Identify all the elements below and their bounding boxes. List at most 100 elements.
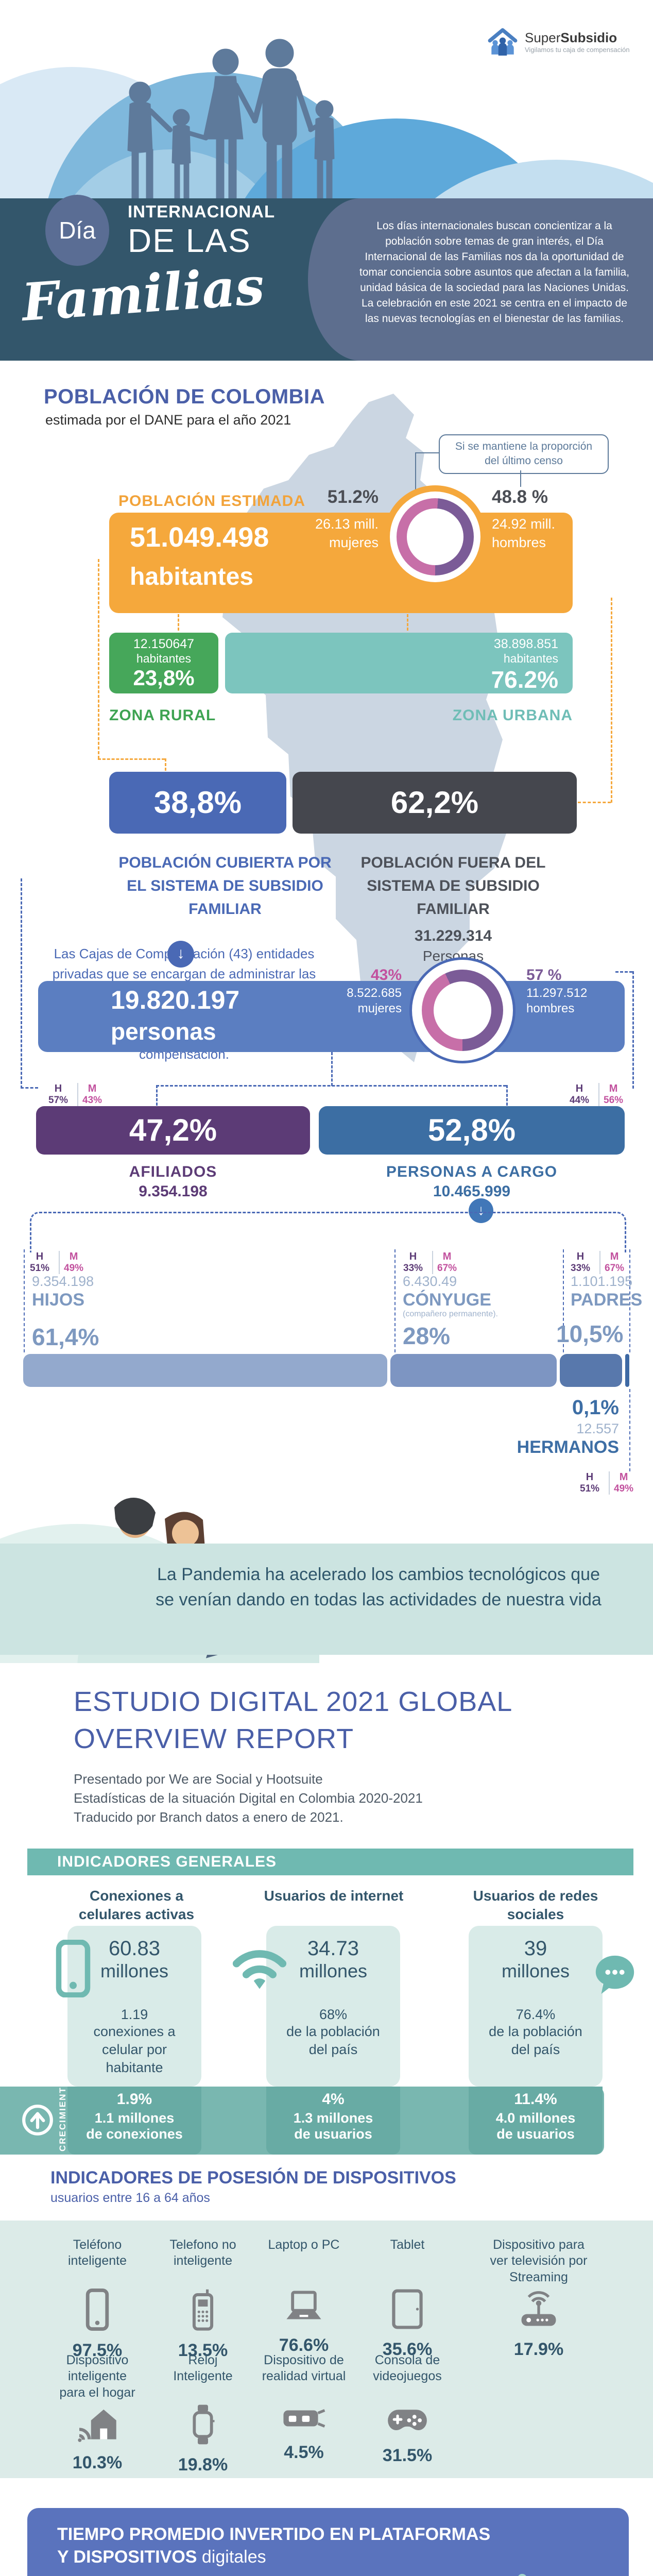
card3 <box>469 1926 603 2087</box>
dependents-stacked-bar <box>23 1354 629 1387</box>
device-game-console: Consola de videojuegos 31.5% <box>373 2353 442 2465</box>
smartphone-icon <box>56 1940 91 1997</box>
rural-value: 12.150647 <box>133 637 195 651</box>
mountains-family-illustration <box>0 39 653 202</box>
conyuge-sub: (compañero permanente). <box>403 1310 498 1318</box>
logo-house-people-icon <box>488 28 518 56</box>
hijos-value: 9.354.198 <box>32 1274 94 1289</box>
feature-phone-icon <box>192 2289 214 2331</box>
card2-title: Usuarios de internet <box>264 1888 404 1904</box>
padres-value: 1.101.195 <box>571 1274 633 1289</box>
estimated-box <box>109 513 573 613</box>
outside-box: 62,2% <box>293 772 577 834</box>
card2-value: 34.73 <box>307 1937 359 1960</box>
growth1-unit: de conexiones <box>86 2126 183 2142</box>
urban-unit: habitantes <box>503 652 558 665</box>
covered-total-box <box>38 981 625 1052</box>
covered-label: POBLACIÓN CUBIERTA POR EL SISTEMA DE SUB… <box>118 854 332 918</box>
census-callout: Si se mantiene la proporción del último … <box>439 434 609 474</box>
growth1-amount: 1.1 millones <box>94 2110 175 2126</box>
card1-unit: millones <box>100 1960 169 1981</box>
card1-detail-value: 1.19 <box>121 2007 148 2022</box>
growth-box-1: 1.9% 1.1 millones de conexiones <box>67 2087 201 2155</box>
gender-donut-population <box>384 485 487 588</box>
conyuge-label: CÓNYUGE <box>403 1290 491 1310</box>
afiliados-value: 9.354.198 <box>139 1183 208 1200</box>
dotted-line <box>615 971 632 973</box>
dotted-line <box>331 1052 333 1086</box>
study-title-line2: OVERVIEW REPORT <box>74 1723 354 1754</box>
bar-segment-conyuge <box>390 1354 557 1387</box>
estimated-unit: habitantes <box>130 563 254 590</box>
growth3-pct: 11.4% <box>514 2091 557 2108</box>
covered-men-pct: 57 % <box>526 967 562 984</box>
devices-subtitle: usuarios entre 16 a 64 años <box>50 2191 210 2205</box>
outside-label: POBLACIÓN FUERA DEL SISTEMA DE SUBSIDIO … <box>360 854 546 918</box>
hm-conyuge: H 33% M 67% <box>399 1251 461 1274</box>
dotted-separator <box>394 1249 396 1352</box>
family-silhouette <box>127 39 335 202</box>
card2 <box>266 1926 400 2087</box>
card2-unit: millones <box>299 1960 368 1981</box>
chat-icon <box>595 1955 634 1994</box>
smart-home-icon <box>78 2409 116 2442</box>
streaming-box-icon <box>521 2291 556 2326</box>
study-title-line1: ESTUDIO DIGITAL 2021 GLOBAL <box>74 1686 513 1717</box>
headphones-icon <box>270 2574 313 2576</box>
urban-value: 38.898.851 <box>493 637 558 651</box>
laptop-icon <box>286 2291 321 2319</box>
platforms-title1: TIEMPO PROMEDIO INVERTIDO EN PLATAFORMAS <box>57 2524 491 2544</box>
devices-title: INDICADORES DE POSESIÓN DE DISPOSITIVOS <box>50 2168 456 2188</box>
callout-connector-left <box>415 452 439 453</box>
hermanos-value: 12.557 <box>576 1421 619 1436</box>
card2-value-block: 34.73 millones 68% de la población del p… <box>266 1937 400 2059</box>
dotted-line <box>506 1085 508 1106</box>
callout-connector-left-v <box>415 452 416 499</box>
covered-men-value: 11.297.512 <box>526 986 588 1000</box>
device-streaming-box: Dispositivo para ver televisión por Stre… <box>490 2238 588 2359</box>
growth-icon <box>22 2105 53 2136</box>
logo-tagline: Vigilamos tu caja de compensación <box>525 46 630 54</box>
estimated-value: 51.049.498 <box>130 522 269 553</box>
hm-padres: H 33% M 67% <box>566 1251 628 1274</box>
hm-afiliados: H 57% M 43% <box>44 1083 106 1106</box>
growth-label: CRECIMIENTO <box>58 2079 67 2151</box>
dotted-line <box>98 758 165 760</box>
card3-detail-value: 76.4% <box>515 2007 556 2022</box>
pandemic-band <box>0 1544 653 1655</box>
rural-unit: habitantes <box>136 652 192 665</box>
bar-segment-hermanos <box>625 1354 629 1387</box>
tablet-icon <box>392 2289 423 2329</box>
growth1-pct: 1.9% <box>116 2091 152 2108</box>
study-stats-line: Estadísticas de la situación Digital en … <box>74 1790 423 1806</box>
covered-total-value: 19.820.197 <box>111 986 240 1014</box>
vr-headset-icon <box>283 2409 325 2428</box>
conyuge-pct: 28% <box>403 1323 451 1349</box>
device-smartwatch: Reloj Inteligente 19.8% <box>173 2353 233 2475</box>
study-translated-line: Traducido por Branch datos a enero de 20… <box>74 1809 343 1825</box>
general-indicators-header: INDICADORES GENERALES <box>27 1849 633 1875</box>
women-label: mujeres <box>329 535 379 550</box>
hm-hermanos: H 51% M 49% <box>576 1471 638 1495</box>
covered-total-unit: personas <box>111 1018 216 1045</box>
gender-donut-covered <box>409 957 515 1063</box>
card3-unit: millones <box>501 1960 570 1981</box>
padres-pct: 10,5% <box>556 1320 624 1347</box>
card1-title: Conexiones a celulares activas <box>78 1888 195 1923</box>
dotted-line <box>178 614 179 631</box>
urban-box: 38.898.851 habitantes 76.2% <box>225 633 573 693</box>
hermanos-pct: 0,1% <box>572 1396 619 1419</box>
hm-cargo: H 44% M 56% <box>565 1083 627 1106</box>
growth-box-2: 4% 1.3 millones de usuarios <box>266 2087 400 2155</box>
device-tablet: Tablet 35.6% <box>382 2238 433 2359</box>
urban-pct: 76.2% <box>491 666 558 693</box>
women-pct: 51.2% <box>327 487 379 507</box>
hijos-pct: 61,4% <box>32 1324 99 1350</box>
card3-value-block: 39 millones 76.4% de la población del pa… <box>469 1937 603 2059</box>
callout-connector-right-v <box>520 470 521 487</box>
device-vr-headset: Dispositivo de realidad virtual 4.5% <box>262 2353 346 2462</box>
dotted-line <box>21 878 22 1089</box>
device-smartphone: Teléfono inteligente 97.5% <box>68 2238 127 2360</box>
card1-value: 60.83 <box>108 1937 161 1960</box>
padres-label: PADRES <box>571 1290 643 1310</box>
